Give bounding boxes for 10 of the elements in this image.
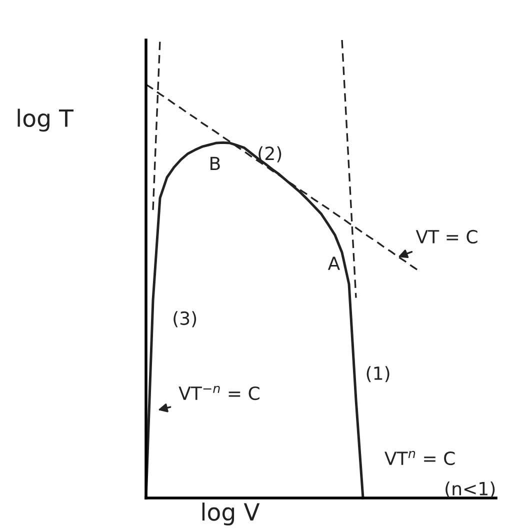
- annotation: (3): [174, 311, 196, 328]
- y-axis-title: log T: [18, 108, 74, 132]
- annotation: VT$^{n}$ = C: [384, 450, 455, 466]
- annotation: A: [328, 256, 340, 270]
- annotation: B: [210, 156, 220, 170]
- x-axis-title: log V: [202, 502, 260, 526]
- annotation: (n<1): [446, 481, 495, 498]
- annotation: VT$^{−n}$ = C: [178, 386, 260, 400]
- annotation: (1): [366, 366, 390, 382]
- annotation: VT = C: [416, 230, 478, 244]
